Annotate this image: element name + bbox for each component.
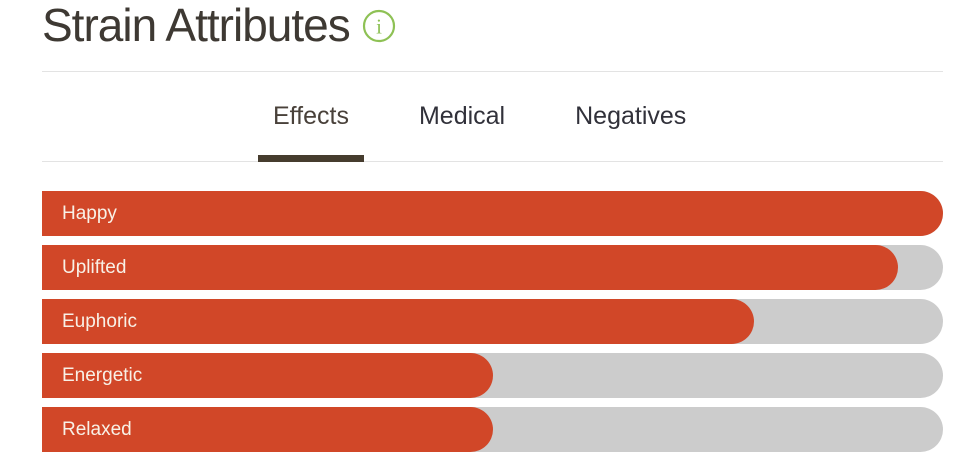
tab-medical[interactable]: Medical xyxy=(418,102,506,130)
bar-label: Happy xyxy=(62,202,117,224)
effects-bar-chart: Happy Uplifted Euphoric Energetic Relaxed xyxy=(42,191,943,452)
bar-label: Energetic xyxy=(62,364,143,386)
page-title: Strain Attributes xyxy=(42,0,351,51)
bar-label: Uplifted xyxy=(62,256,127,278)
bar-fill-uplifted: Uplifted xyxy=(42,245,898,290)
bar-label: Relaxed xyxy=(62,418,132,440)
tab-effects[interactable]: Effects xyxy=(258,72,364,162)
bar-label: Euphoric xyxy=(62,310,137,332)
bar-fill-euphoric: Euphoric xyxy=(42,299,754,344)
info-icon[interactable]: i xyxy=(362,9,396,43)
bar-track-euphoric: Euphoric xyxy=(42,299,943,344)
bar-fill-happy: Happy xyxy=(42,191,943,236)
bar-track-uplifted: Uplifted xyxy=(42,245,943,290)
svg-text:i: i xyxy=(376,15,382,39)
bar-track-energetic: Energetic xyxy=(42,353,943,398)
bar-track-relaxed: Relaxed xyxy=(42,407,943,452)
tabs-bar: Effects Medical Negatives xyxy=(42,72,943,162)
panel-header: Strain Attributes i xyxy=(42,0,943,72)
bar-fill-relaxed: Relaxed xyxy=(42,407,493,452)
bar-fill-energetic: Energetic xyxy=(42,353,493,398)
bar-track-happy: Happy xyxy=(42,191,943,236)
tab-negatives[interactable]: Negatives xyxy=(575,102,687,130)
